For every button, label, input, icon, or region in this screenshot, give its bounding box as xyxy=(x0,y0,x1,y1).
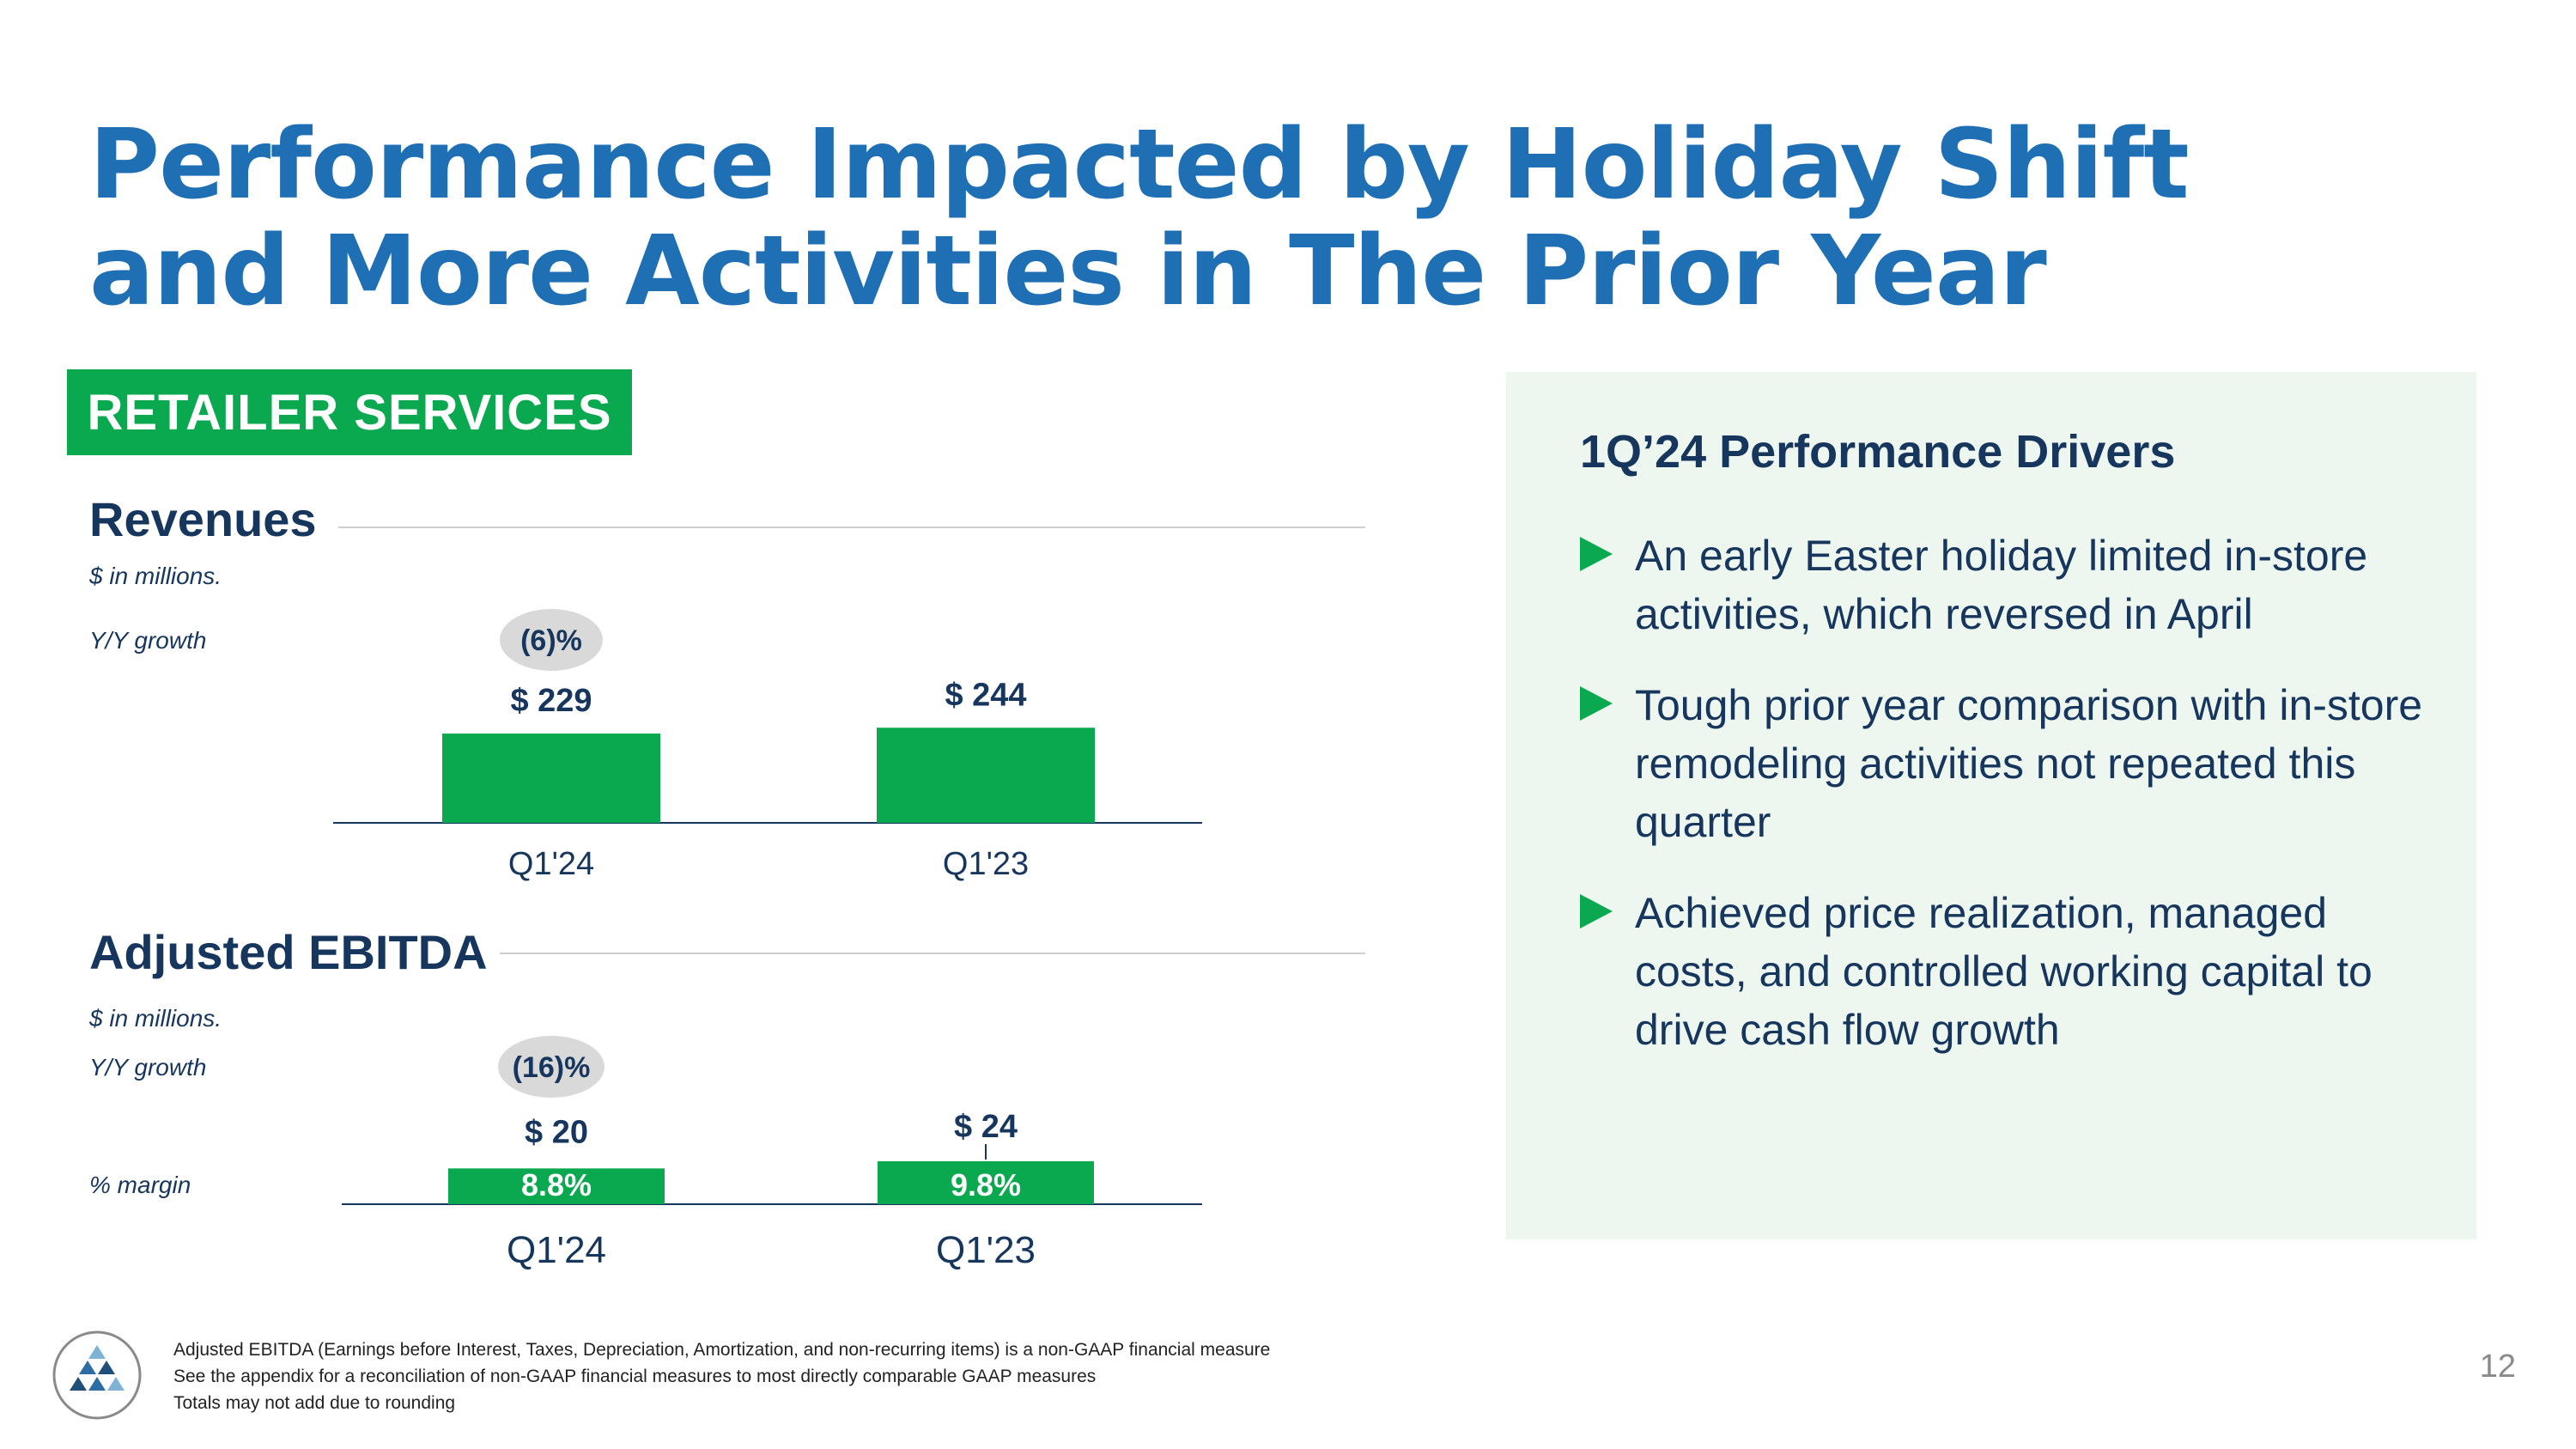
revenues-units: $ in millions. xyxy=(89,563,222,589)
ebitda-margin-q1-23: 9.8% xyxy=(951,1167,1021,1202)
revenues-bar-q1-24 xyxy=(442,734,660,823)
footnotes: Adjusted EBITDA (Earnings before Interes… xyxy=(173,1336,1270,1416)
ebitda-growth-label: Y/Y growth xyxy=(89,1054,207,1081)
revenues-growth-bubble xyxy=(500,609,603,671)
ebitda-chart: (16)% $ 20 $ 24 8.8% 9.8% Q1'24 Q1'23 xyxy=(342,1036,1202,1271)
revenues-bar-q1-23 xyxy=(877,728,1095,823)
slide-title-line-1: Performance Impacted by Holiday Shift xyxy=(89,109,2190,221)
ebitda-units: $ in millions. xyxy=(89,1005,222,1032)
footnote-line: See the appendix for a reconciliation of… xyxy=(173,1367,1097,1386)
segment-badge: RETAILER SERVICES xyxy=(67,369,632,455)
bullet-arrow-icon xyxy=(1580,537,1613,571)
revenues-growth-value: (6)% xyxy=(520,624,582,657)
ebitda-bar-q1-24 xyxy=(448,1168,665,1204)
ebitda-category-q1-24: Q1'24 xyxy=(507,1229,606,1271)
driver-text: Tough prior year comparison with in-stor… xyxy=(1635,681,2423,846)
bullet-arrow-icon xyxy=(1580,894,1613,928)
ebitda-value-label-q1-24: $ 20 xyxy=(525,1114,588,1150)
performance-drivers-panel: 1Q’24 Performance Drivers An early Easte… xyxy=(1506,372,2476,1239)
driver-text: Achieved price realization, managed cost… xyxy=(1635,889,2372,1054)
revenues-divider xyxy=(338,527,1365,528)
driver-item: Achieved price realization, managed cost… xyxy=(1580,884,2439,1059)
revenues-chart: (6)% $ 229 $ 244 Q1'24 Q1'23 xyxy=(333,609,1202,882)
revenues-value-label-q1-24: $ 229 xyxy=(510,683,592,719)
revenues-value-label-q1-23: $ 244 xyxy=(945,677,1026,713)
footnote-line: Adjusted EBITDA (Earnings before Interes… xyxy=(173,1340,1271,1360)
ebitda-margin-q1-24: 8.8% xyxy=(521,1167,592,1202)
footnote-line: Totals may not add due to rounding xyxy=(173,1393,456,1413)
ebitda-margin-label: % margin xyxy=(89,1172,191,1198)
driver-item: An early Easter holiday limited in-store… xyxy=(1580,527,2439,643)
company-logo-icon xyxy=(52,1330,142,1420)
performance-drivers-list: An early Easter holiday limited in-store… xyxy=(1580,527,2439,1092)
revenues-category-q1-24: Q1'24 xyxy=(508,846,594,882)
revenues-category-q1-23: Q1'23 xyxy=(943,846,1029,882)
slide-title: Performance Impacted by Holiday Shift an… xyxy=(89,109,2190,327)
ebitda-growth-bubble xyxy=(498,1036,605,1098)
ebitda-growth-value: (16)% xyxy=(513,1051,591,1084)
slide-title-line-2: and More Activities in The Prior Year xyxy=(89,216,2047,327)
ebitda-divider xyxy=(500,953,1365,954)
bullet-arrow-icon xyxy=(1580,686,1613,721)
ebitda-bar-q1-23 xyxy=(878,1161,1094,1204)
revenues-title: Revenues xyxy=(89,492,317,546)
ebitda-title: Adjusted EBITDA xyxy=(89,925,488,979)
ebitda-value-label-q1-23: $ 24 xyxy=(954,1109,1018,1145)
driver-item: Tough prior year comparison with in-stor… xyxy=(1580,676,2439,851)
performance-drivers-title: 1Q’24 Performance Drivers xyxy=(1580,426,2176,478)
driver-text: An early Easter holiday limited in-store… xyxy=(1635,532,2368,638)
ebitda-category-q1-23: Q1'23 xyxy=(936,1229,1036,1271)
page-number: 12 xyxy=(2479,1349,2516,1385)
revenues-growth-label: Y/Y growth xyxy=(89,627,207,654)
